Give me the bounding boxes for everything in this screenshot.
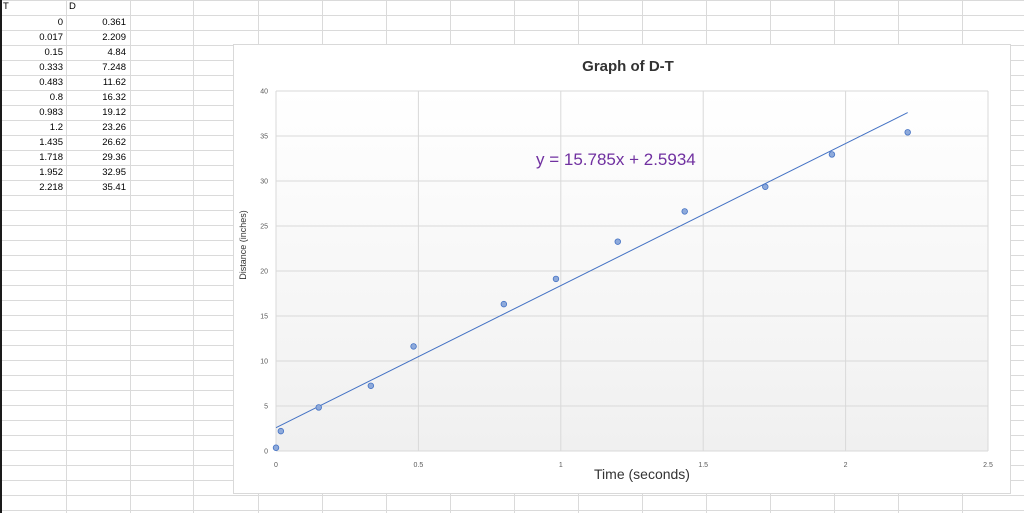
header-cell-t[interactable]: T xyxy=(3,1,9,12)
cell-d[interactable]: 32.95 xyxy=(102,167,126,178)
y-tick-label: 25 xyxy=(260,224,268,231)
cell-t[interactable]: 1.435 xyxy=(39,137,63,148)
data-point[interactable] xyxy=(500,300,508,308)
cell-d[interactable]: 16.32 xyxy=(102,92,126,103)
cell-d[interactable]: 7.248 xyxy=(102,62,126,73)
x-tick-label: 0.5 xyxy=(414,462,424,469)
y-tick-label: 5 xyxy=(264,404,268,411)
data-point[interactable] xyxy=(681,208,688,215)
cell-t[interactable]: 0.983 xyxy=(39,107,63,118)
cell-t[interactable]: 2.218 xyxy=(39,182,63,193)
y-tick-label: 10 xyxy=(260,359,268,366)
trendline[interactable] xyxy=(275,112,908,429)
data-point[interactable] xyxy=(315,404,322,411)
y-axis-label[interactable]: Distance (inches) xyxy=(238,210,248,280)
x-tick-label: 1.5 xyxy=(698,462,708,469)
cell-d[interactable]: 23.26 xyxy=(102,122,126,133)
chart-title[interactable]: Graph of D-T xyxy=(582,58,674,75)
x-tick-label: 1 xyxy=(559,462,563,469)
cell-t[interactable]: 0 xyxy=(57,17,63,28)
data-point[interactable] xyxy=(904,129,911,136)
data-point[interactable] xyxy=(272,444,280,451)
cell-d[interactable]: 29.36 xyxy=(102,152,126,163)
cell-d[interactable]: 4.84 xyxy=(107,47,127,58)
cell-d[interactable]: 19.12 xyxy=(102,107,126,118)
data-point[interactable] xyxy=(367,382,375,389)
y-tick-label: 40 xyxy=(260,89,268,96)
y-tick-label: 35 xyxy=(260,134,268,141)
cell-d[interactable]: 0.361 xyxy=(102,17,126,28)
scatter-plot: 0 5 10 15 20 25 30 35 40 0 0.5 1 1.5 2 2.5 Graph of D-T… xyxy=(238,58,993,482)
data-point[interactable] xyxy=(410,343,417,350)
data-point[interactable] xyxy=(552,275,560,283)
data-point[interactable] xyxy=(828,151,836,158)
data-point[interactable] xyxy=(762,183,769,190)
cell-d[interactable]: 35.41 xyxy=(102,182,126,193)
y-tick-label: 30 xyxy=(260,179,268,186)
cell-t[interactable]: 0.483 xyxy=(39,77,63,88)
x-tick-label: 0 xyxy=(274,462,278,469)
y-tick-label: 0 xyxy=(264,449,268,456)
cell-t[interactable]: 1.952 xyxy=(39,167,63,178)
x-tick-label: 2 xyxy=(844,462,848,469)
data-point[interactable] xyxy=(277,427,285,435)
cell-t[interactable]: 0.15 xyxy=(44,47,64,58)
cell-d[interactable]: 11.62 xyxy=(102,77,126,88)
cell-t[interactable]: 0.333 xyxy=(39,62,63,73)
cell-t[interactable]: 0.017 xyxy=(39,32,63,43)
x-axis-label[interactable]: Time (seconds) xyxy=(594,466,690,482)
x-tick-label: 2.5 xyxy=(983,462,993,469)
cell-d[interactable]: 26.62 xyxy=(102,137,126,148)
y-tick-label: 20 xyxy=(260,269,268,276)
y-tick-label: 15 xyxy=(260,314,268,321)
cell-d[interactable]: 2.209 xyxy=(102,32,126,43)
data-point[interactable] xyxy=(614,238,621,245)
header-cell-d[interactable]: D xyxy=(69,1,76,12)
chart-area[interactable]: 0 5 10 15 20 25 30 35 40 0 0.5 1 1.5 2 2.5 Graph of D-T… xyxy=(233,44,1011,494)
trendline-equation[interactable]: y = 15.785x + 2.5934 xyxy=(536,150,696,169)
cell-t[interactable]: 1.2 xyxy=(49,122,63,133)
cell-t[interactable]: 0.8 xyxy=(49,92,63,103)
cell-t[interactable]: 1.718 xyxy=(39,152,63,163)
